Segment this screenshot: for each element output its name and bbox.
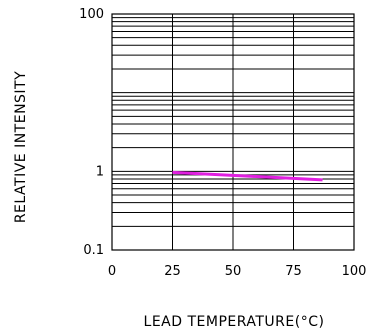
x-tick-label: 75 <box>285 264 302 279</box>
x-tick-label: 50 <box>225 264 242 279</box>
grid-lines <box>111 14 355 251</box>
plot-frame <box>111 13 355 251</box>
x-tick-label: 100 <box>342 264 367 279</box>
series-line <box>172 170 323 182</box>
x-axis-label: LEAD TEMPERATURE(°C) <box>144 314 325 330</box>
x-tick-labels: 0 25 50 75 100 <box>108 264 367 279</box>
y-tick-label: 1 <box>96 164 104 179</box>
y-axis-label: RELATIVE INTENSITY <box>13 71 29 223</box>
x-tick-label: 25 <box>164 264 181 279</box>
y-tick-labels: 0.1 1 100 <box>79 7 104 258</box>
y-tick-label: 0.1 <box>83 243 104 258</box>
series-group <box>172 170 323 182</box>
y-tick-label: 100 <box>79 7 104 22</box>
x-tick-label: 0 <box>108 264 116 279</box>
